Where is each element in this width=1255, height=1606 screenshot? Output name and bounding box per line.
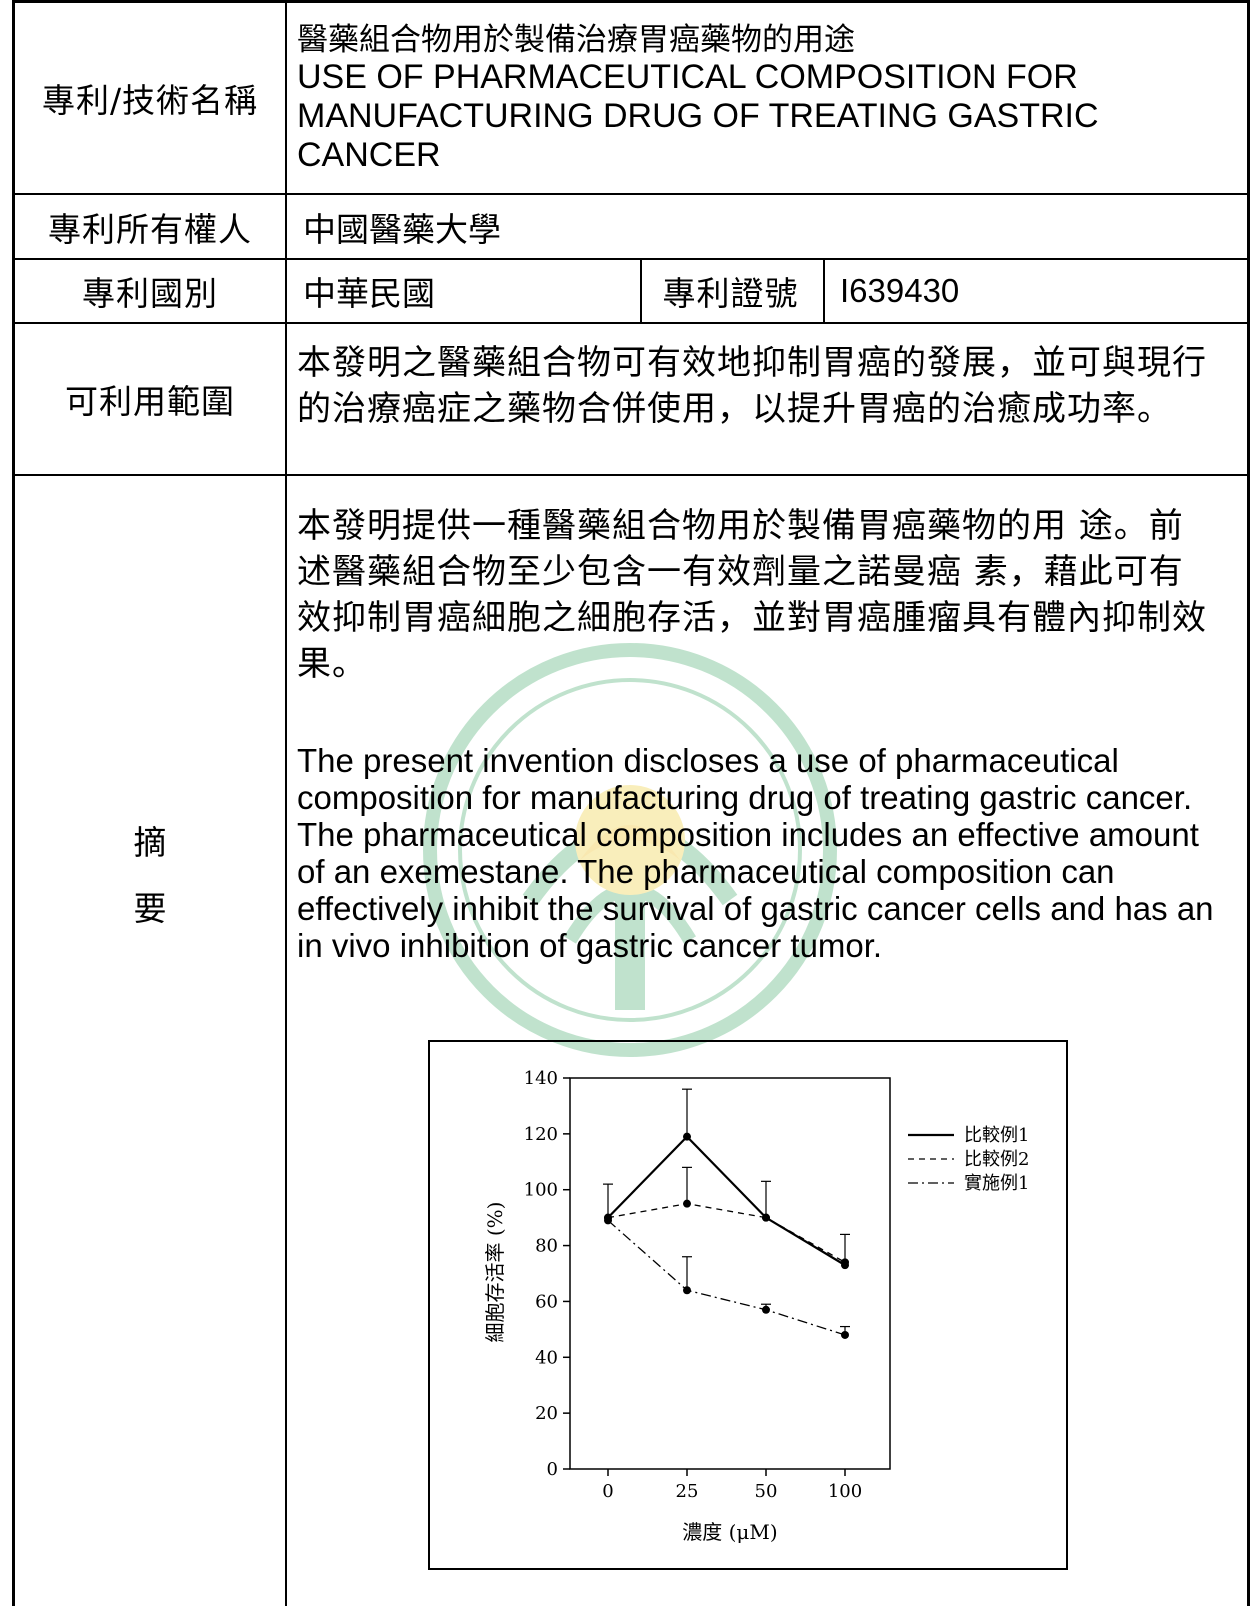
scope-value: 本發明之醫藥組合物可有效地抑制胃癌的發展，並可與現行的治療癌症之藥物合併使用，以… <box>297 343 1207 429</box>
patent-title-zh: 醫藥組合物用於製備治療胃癌藥物的用途 <box>297 22 855 58</box>
series-line-3 <box>607 1219 846 1336</box>
x-tick-label: 100 <box>828 1481 862 1502</box>
column-divider <box>823 258 825 322</box>
x-tick-label: 0 <box>602 1481 613 1502</box>
cert-label: 專利證號 <box>662 274 799 313</box>
owner-label: 專利所有權人 <box>48 209 252 249</box>
plot-area <box>569 1077 891 1470</box>
name-label: 專利/技術名稱 <box>41 80 259 120</box>
abstract-text-en: The present invention discloses a use of… <box>297 742 1214 964</box>
abstract-label-char-1: 摘 <box>133 823 167 862</box>
y-tick-label: 60 <box>535 1291 558 1312</box>
owner-value: 中國醫藥大學 <box>303 209 501 249</box>
patent-title-en: USE OF PHARMACEUTICAL COMPOSITION FOR MA… <box>297 58 1099 174</box>
series-line-2 <box>607 1203 846 1263</box>
cert-value: I639430 <box>840 272 960 309</box>
country-label: 專利國別 <box>82 274 218 313</box>
y-tick-label: 120 <box>524 1124 558 1145</box>
x-axis-label: 濃度 (μM) <box>682 1520 777 1544</box>
x-tick-label: 25 <box>676 1481 699 1502</box>
patent-info-table <box>12 0 1250 1606</box>
row-divider <box>15 322 1247 324</box>
data-point <box>683 1132 691 1141</box>
column-divider <box>285 0 287 1606</box>
abstract-label: 摘 要 <box>130 810 170 942</box>
data-point <box>841 1330 849 1339</box>
data-point <box>762 1213 770 1222</box>
y-tick-label: 40 <box>535 1347 558 1368</box>
y-tick-label: 80 <box>535 1236 558 1257</box>
column-divider <box>640 258 642 322</box>
table-border-top <box>15 0 1247 3</box>
patent-title: 醫藥組合物用於製備治療胃癌藥物的用途 USE OF PHARMACEUTICAL… <box>297 22 1227 175</box>
row-divider <box>15 474 1247 476</box>
chart-svg: 0 20 40 60 80 100 120 140 0 25 50 100 濃度 (μM) 細胞存活率 (… <box>483 1068 1029 1544</box>
data-point <box>604 1216 612 1225</box>
y-tick-label: 0 <box>547 1459 558 1480</box>
data-point <box>841 1258 849 1267</box>
y-tick-label: 140 <box>524 1068 558 1089</box>
abstract-label-char-2: 要 <box>133 889 167 928</box>
legend-label: 實施例1 <box>964 1173 1029 1194</box>
legend-label: 比較例2 <box>964 1149 1029 1170</box>
x-tick-label: 50 <box>755 1481 778 1502</box>
y-tick-label: 20 <box>535 1403 558 1424</box>
y-tick-label: 100 <box>524 1180 558 1201</box>
y-axis-label: 細胞存活率 (%) <box>483 1202 507 1343</box>
data-point <box>762 1305 770 1314</box>
row-divider <box>15 193 1247 195</box>
legend-label: 比較例1 <box>964 1125 1029 1146</box>
row-divider <box>15 258 1247 260</box>
cell-viability-chart: 0 20 40 60 80 100 120 140 0 25 50 100 濃度 (μM) 細胞存活率 (… <box>428 1040 1068 1570</box>
country-value: 中華民國 <box>303 274 435 313</box>
data-point <box>683 1286 691 1295</box>
series-line-1 <box>607 1135 846 1267</box>
scope-label: 可利用範圍 <box>65 382 235 421</box>
abstract-text-zh: 本發明提供一種醫藥組合物用於製備胃癌藥物的用 途。前述醫藥組合物至少包含一有效劑… <box>297 506 1207 684</box>
data-point <box>683 1199 691 1208</box>
